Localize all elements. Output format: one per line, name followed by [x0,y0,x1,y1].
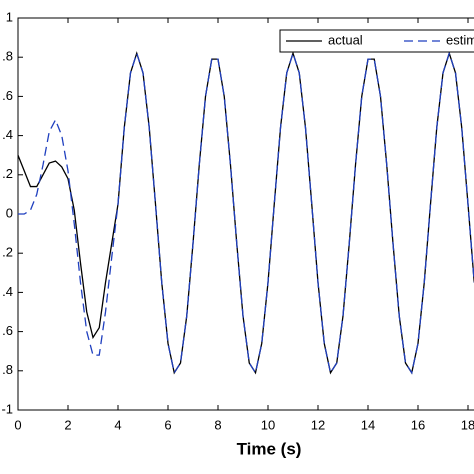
x-tick-label: 0 [14,417,21,432]
x-tick-label: 12 [311,417,325,432]
x-tick-label: 6 [164,417,171,432]
x-tick-label: 2 [64,417,71,432]
y-tick-label: .4 [2,284,13,299]
y-tick-label: .2 [2,166,13,181]
x-tick-label: 14 [361,417,375,432]
y-tick-label: -1 [1,401,13,416]
series-line [18,51,474,375]
y-tick-label: .8 [2,362,13,377]
y-tick-label: .6 [2,88,13,103]
y-tick-label: .4 [2,127,13,142]
x-tick-label: 10 [261,417,275,432]
x-tick-label: 8 [214,417,221,432]
legend-box [279,29,474,53]
y-tick-label: .6 [2,323,13,338]
y-tick-label: 0 [6,205,13,220]
x-tick-label: 18 [461,417,474,432]
plot-area [17,17,474,411]
legend-label: actual [328,32,363,47]
x-axis-label: Time (s) [237,439,302,458]
y-tick-label: 1 [6,9,13,24]
y-tick-label: .8 [2,49,13,64]
y-tick-label: .2 [2,245,13,260]
x-tick-label: 16 [411,417,425,432]
legend-label: estimated [446,32,474,47]
x-tick-label: 4 [114,417,121,432]
